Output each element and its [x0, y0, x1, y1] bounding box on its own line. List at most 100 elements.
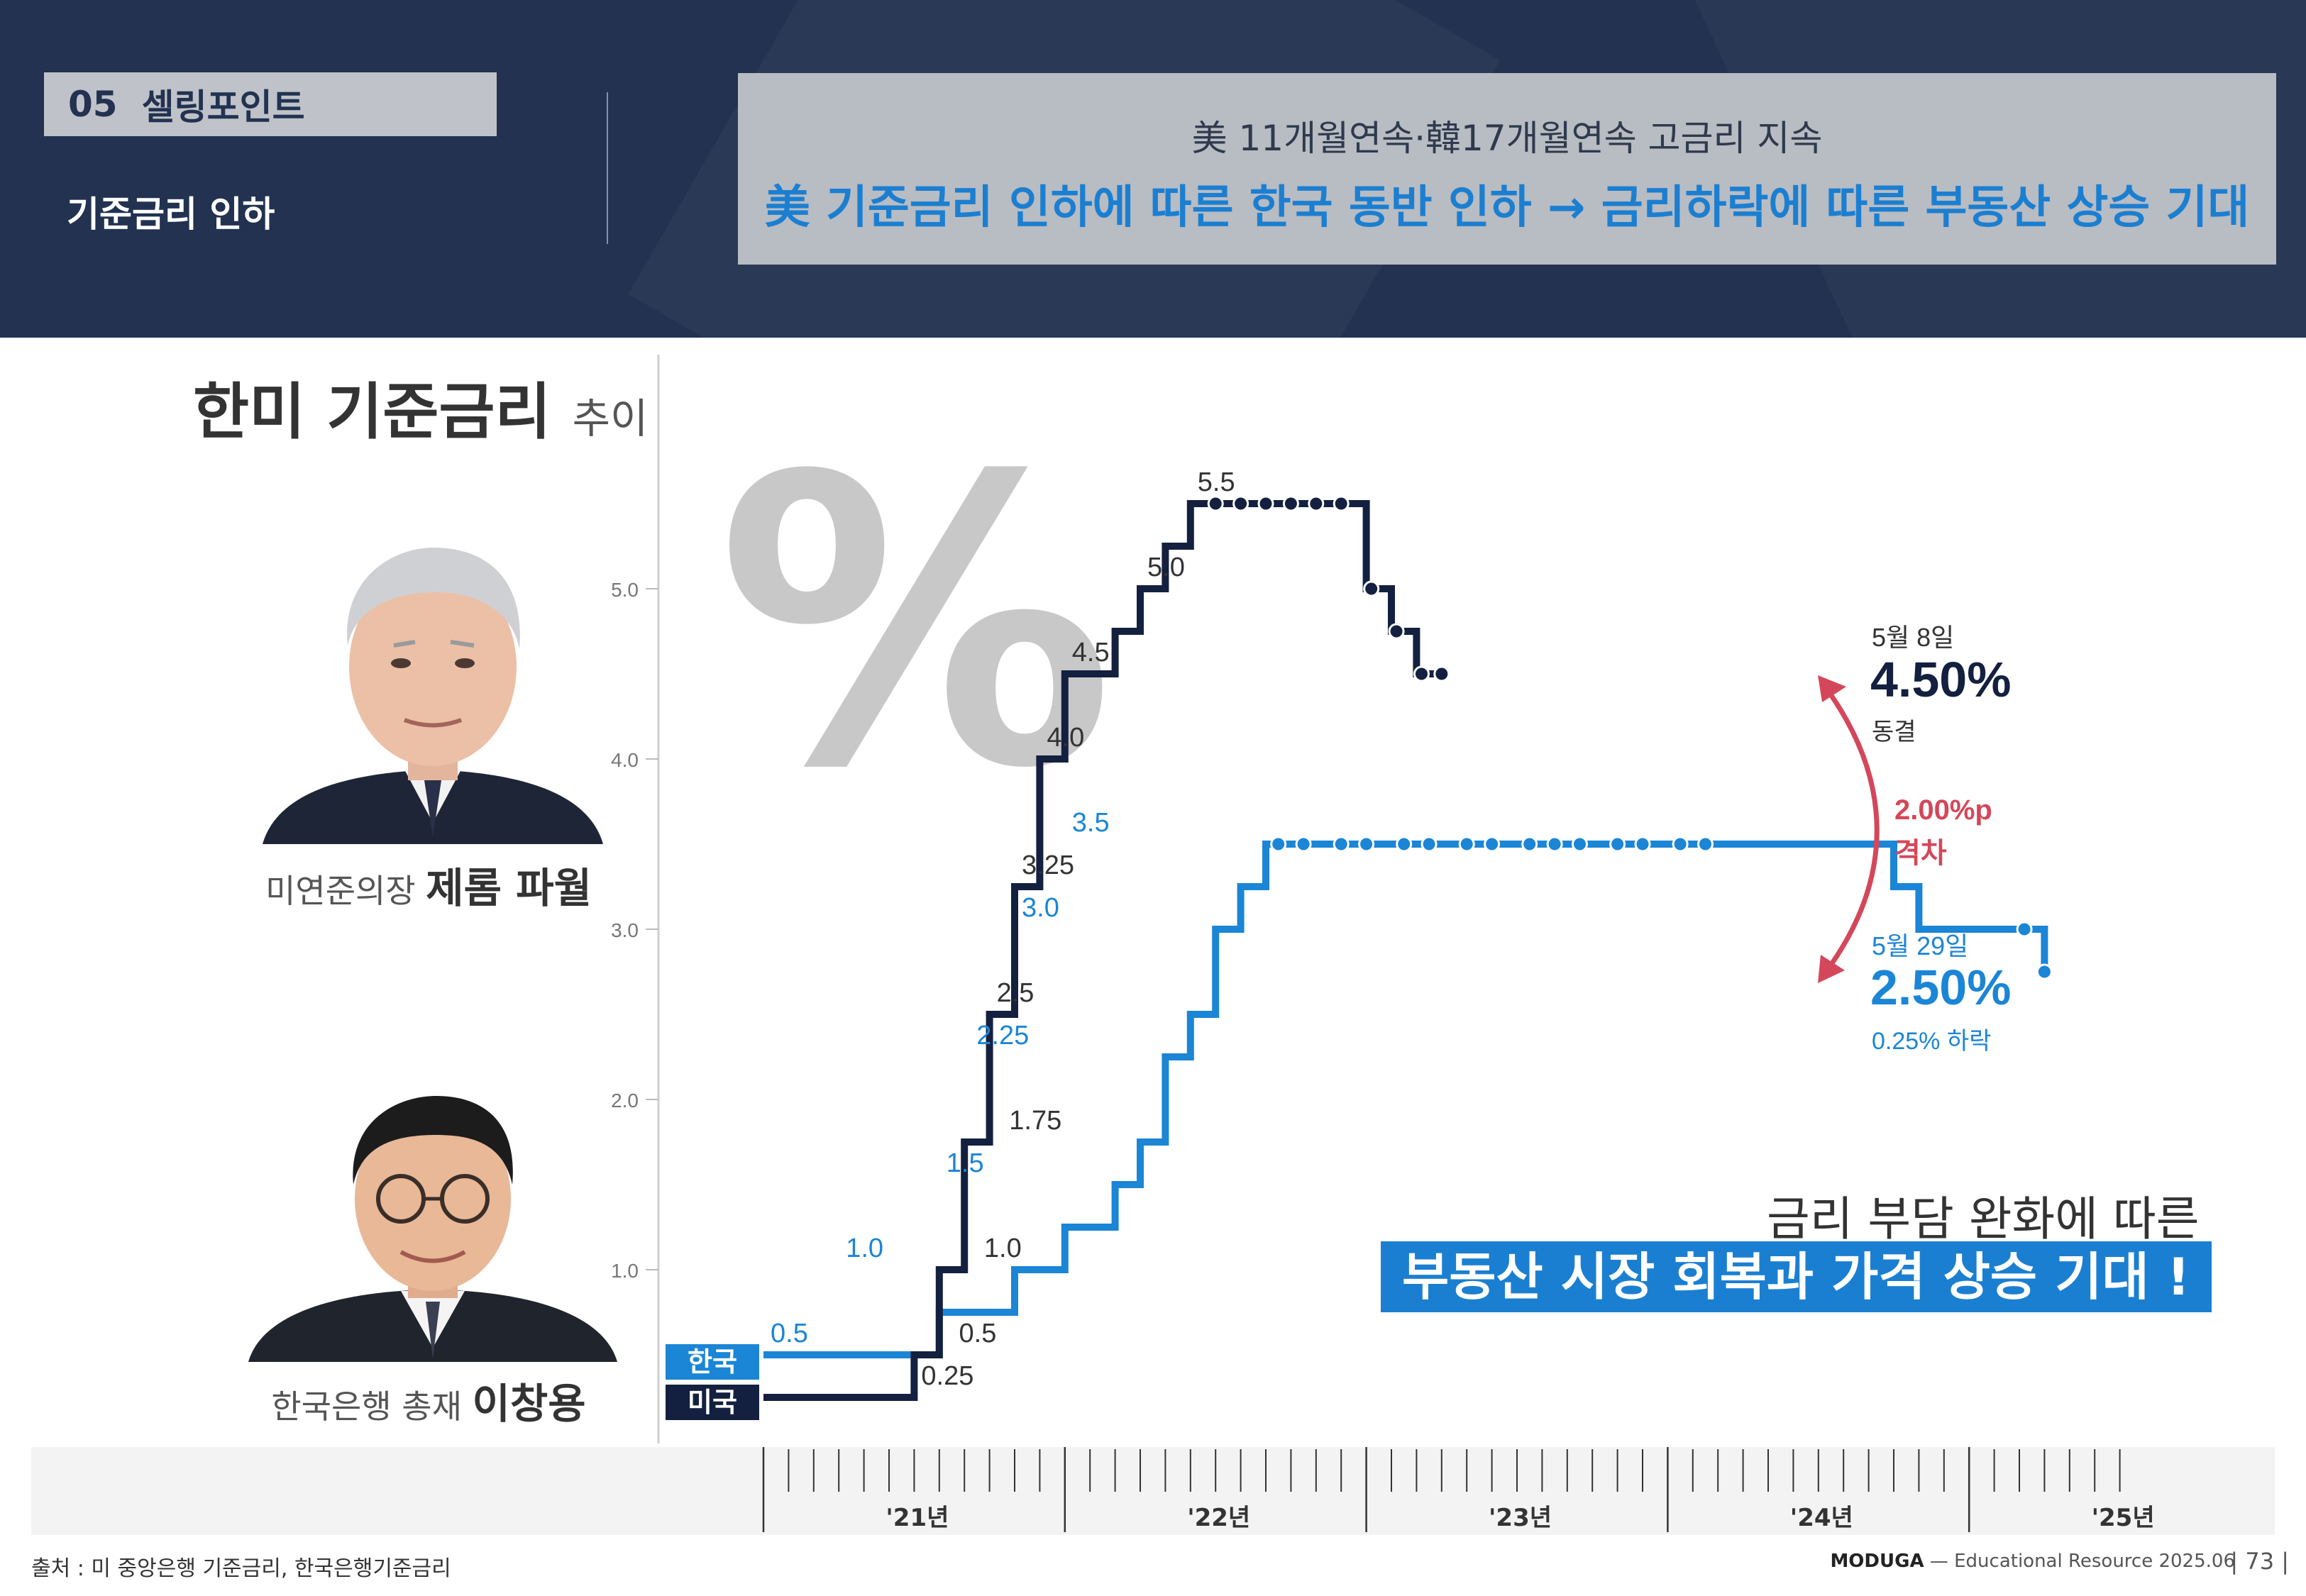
- chart-title-light: 추이: [572, 394, 649, 443]
- hold-point: [1333, 836, 1350, 853]
- series-layer: [763, 495, 2053, 1401]
- lee-portrait: [248, 1096, 617, 1362]
- hold-point: [1282, 495, 1299, 512]
- x-year-label: '25년: [2091, 1504, 2155, 1532]
- x-year-label: '21년: [886, 1504, 949, 1532]
- value-labels: 0.5 1.0 1.5 2.25 3.0 3.5 0.25 0.5 1.0 1.75 2.5 3.25…: [771, 467, 1235, 1391]
- hold-point: [1672, 836, 1689, 853]
- footer-brand-name: MODUGA: [1830, 1551, 1924, 1572]
- series-line-0: [763, 841, 2048, 1358]
- section-title: 셀링포인트: [141, 87, 305, 128]
- value-label: 4.5: [1072, 638, 1110, 667]
- hold-point: [1232, 495, 1249, 512]
- end-point: [1433, 665, 1450, 682]
- x-year-label: '24년: [1789, 1504, 1853, 1532]
- footer-page: | 73 |: [2230, 1548, 2289, 1575]
- hold-point: [1413, 665, 1430, 682]
- value-label: 4.0: [1047, 723, 1084, 753]
- lee-name: 이창용: [472, 1380, 586, 1428]
- us-status: 동결: [1872, 719, 1916, 746]
- lee-role: 한국은행 총재: [271, 1387, 462, 1426]
- hold-point: [1396, 836, 1413, 853]
- hold-point: [1609, 836, 1626, 853]
- hold-point: [1458, 836, 1475, 853]
- gap-arrow-path: [1821, 682, 1880, 975]
- footer-source: 출처 : 미 중앙은행 기준금리, 한국은행기준금리: [31, 1556, 451, 1581]
- gap-arrow-head-top: [1818, 675, 1846, 702]
- us-date: 5월 8일: [1872, 623, 1955, 652]
- hold-point: [1358, 836, 1375, 853]
- value-label: 3.0: [1022, 893, 1059, 923]
- value-label: 0.5: [959, 1319, 997, 1348]
- gap-arrow: [1818, 675, 1880, 983]
- value-label: 0.5: [771, 1319, 808, 1348]
- y-tick-label: 1.0: [611, 1260, 639, 1282]
- chart-title-bold: 한미 기준금리: [193, 377, 551, 448]
- hold-point: [1363, 580, 1380, 597]
- header-callout: 美 11개월연속·韓17개월연속 고금리 지속 美 기준금리 인하에 따른 한국…: [738, 73, 2276, 265]
- section-subtitle: 기준금리 인하: [67, 194, 275, 235]
- hold-point: [1634, 836, 1651, 853]
- us-rate: 4.50%: [1870, 652, 2012, 707]
- hold-point: [1207, 495, 1224, 512]
- kr-status: 0.25% 하락: [1872, 1028, 1992, 1055]
- header-divider: [607, 92, 608, 244]
- value-label: 3.25: [1022, 850, 1074, 880]
- gap-arrow-head-bottom: [1818, 955, 1845, 983]
- y-tick-label: 3.0: [611, 919, 639, 941]
- footer-brand-rest: — Educational Resource 2025.06: [1924, 1551, 2235, 1572]
- section-tag: 05 셀링포인트: [44, 72, 497, 136]
- hold-point: [1295, 836, 1312, 853]
- gap-value: 2.00%p: [1894, 794, 1992, 826]
- kr-rate: 2.50%: [1870, 960, 2012, 1015]
- value-label: 3.5: [1072, 808, 1110, 838]
- section-number: 05: [68, 84, 118, 125]
- month-ticks: [762, 1447, 2121, 1532]
- value-label: 0.25: [921, 1361, 973, 1391]
- lee-caption: 한국은행 총재 이창용: [230, 1370, 627, 1430]
- value-label: 1.5: [947, 1148, 984, 1178]
- y-tick-label: 5.0: [611, 579, 639, 601]
- x-year-label: '22년: [1187, 1504, 1251, 1532]
- powell-portrait: [263, 547, 603, 844]
- hold-point: [1270, 836, 1287, 853]
- hold-point: [1388, 623, 1405, 640]
- callout-headline: 美 기준금리 인하에 따른 한국 동반 인하 → 금리하락에 따른 부동산 상승…: [764, 182, 2250, 234]
- hold-point: [1697, 836, 1714, 853]
- slogan-line2: 부동산 시장 회복과 가격 상승 기대 !: [1381, 1241, 2212, 1312]
- y-tick-label: 4.0: [611, 749, 639, 771]
- hold-point: [2016, 921, 2033, 938]
- hold-point: [1521, 836, 1538, 853]
- callout-subtitle: 美 11개월연속·韓17개월연속 고금리 지속: [1191, 118, 1823, 159]
- value-label: 1.75: [1009, 1106, 1061, 1136]
- chart-title: 한미 기준금리 추이: [193, 362, 648, 450]
- gap-label: 격차: [1894, 838, 1947, 869]
- timeline-band: [31, 1447, 2275, 1535]
- value-label: 1.0: [984, 1234, 1022, 1263]
- footer-brand: MODUGA — Educational Resource 2025.06: [1830, 1551, 2235, 1572]
- value-label: 5.5: [1198, 467, 1235, 497]
- legend-korea: 한국: [666, 1344, 759, 1380]
- y-tick-label: 2.0: [611, 1090, 639, 1112]
- hold-point: [1546, 836, 1563, 853]
- hold-point: [1484, 836, 1501, 853]
- powell-caption: 미연준의장 제롬 파월: [230, 855, 627, 914]
- kr-date: 5월 29일: [1872, 931, 1969, 960]
- hold-point: [1420, 836, 1438, 853]
- powell-role: 미연준의장: [265, 872, 416, 910]
- legend-usa: 미국: [666, 1385, 759, 1420]
- hold-point: [1572, 836, 1588, 853]
- slogan-line1: 금리 부담 완화에 따른: [1767, 1192, 2200, 1246]
- end-point: [2036, 963, 2053, 980]
- hold-point: [1308, 495, 1325, 512]
- value-label: 1.0: [846, 1234, 883, 1263]
- value-label: 2.25: [976, 1021, 1029, 1051]
- powell-name: 제롬 파월: [426, 864, 592, 912]
- y-axis: 1.0 2.0 3.0 4.0 5.0: [611, 355, 660, 1443]
- value-label: 5.0: [1147, 553, 1185, 582]
- x-year-label: '23년: [1489, 1504, 1552, 1532]
- hold-point: [1257, 495, 1274, 512]
- hold-point: [1333, 495, 1350, 512]
- value-label: 2.5: [997, 978, 1035, 1008]
